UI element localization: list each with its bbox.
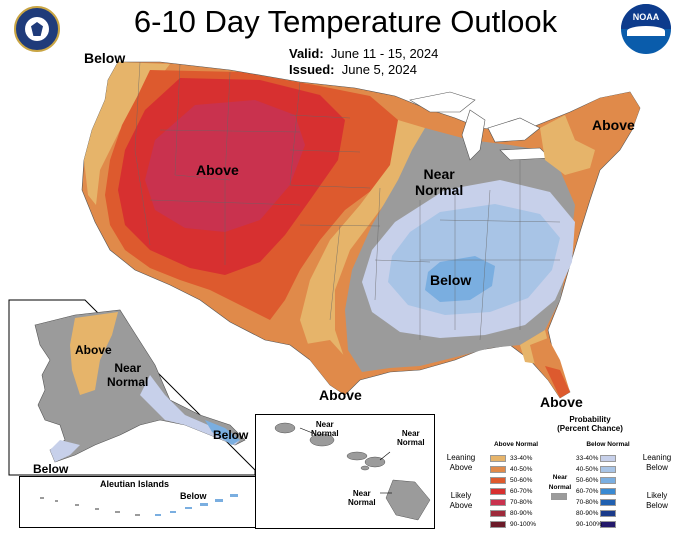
above-ne-40 — [565, 92, 640, 150]
legend-above-range-3: 60-70% — [510, 488, 533, 495]
legend-below-33 — [600, 455, 616, 462]
legend-below-range-1: 40-50% — [576, 466, 599, 473]
legend-above-90 — [490, 521, 506, 528]
label-above-ne: Above — [592, 117, 635, 133]
label-above-west: Above — [196, 162, 239, 178]
legend-above-80 — [490, 510, 506, 517]
label-aleutian-title: Aleutian Islands — [100, 479, 170, 489]
legend-below-range-6: 90-100% — [576, 521, 603, 528]
legend-below-50 — [600, 477, 616, 484]
above-70-core — [145, 100, 305, 232]
legend-above-range-6: 90-100% — [510, 521, 537, 528]
legend-near-normal — [551, 493, 567, 500]
legend-above-range-1: 40-50% — [510, 466, 533, 473]
legend-below-80 — [600, 510, 616, 517]
legend-above-range-4: 70-80% — [510, 499, 533, 506]
alaska-below-se-50 — [205, 420, 240, 445]
legend-above-60 — [490, 488, 506, 495]
legend-below-range-3: 60-70% — [576, 488, 599, 495]
label-alaska-near-normal: Near Normal — [107, 361, 149, 389]
legend-below-header: Below Normal — [586, 441, 630, 448]
label-alaska-above: Above — [75, 343, 112, 357]
valid-dates: Valid: June 11 - 15, 2024 — [289, 46, 439, 61]
legend-above-header: Above Normal — [493, 441, 539, 448]
doc-seal-logo — [14, 6, 60, 52]
label-aleutian-below: Below — [180, 491, 207, 501]
legend-above-range-2: 50-60% — [510, 477, 533, 484]
legend-below-range-0: 33-40% — [576, 455, 599, 462]
legend-leaning-below: Leaning Below — [642, 453, 672, 472]
label-below-se: Below — [430, 272, 472, 288]
label-above-tx: Above — [319, 387, 362, 403]
legend-likely-above: Likely Above — [449, 491, 473, 510]
label-above-fl: Above — [540, 394, 583, 410]
issued-date: Issued: June 5, 2024 — [289, 62, 417, 77]
above-fl-50 — [545, 366, 570, 398]
legend-below-90 — [600, 521, 616, 528]
legend-leaning-above: Leaning Above — [446, 453, 476, 472]
legend-near-header: Near Normal — [548, 474, 572, 491]
state-borders — [134, 61, 561, 341]
below-50 — [425, 256, 495, 302]
legend-below-40 — [600, 466, 616, 473]
label-hawaii-near3: Near Normal — [348, 489, 376, 507]
legend-above-33 — [490, 455, 506, 462]
legend-above-40 — [490, 466, 506, 473]
label-alaska-below-sw: Below — [33, 462, 69, 476]
label-near-normal-lakes: Near Normal — [415, 166, 464, 198]
legend-above-range-0: 33-40% — [510, 455, 533, 462]
legend-below-70 — [600, 499, 616, 506]
above-tx — [300, 340, 348, 395]
legend-below-range-5: 80-90% — [576, 510, 599, 517]
alaska-above — [70, 312, 118, 395]
above-33-west — [84, 62, 170, 205]
label-below-nw: Below — [84, 50, 126, 66]
alaska-below-sw — [50, 440, 80, 462]
label-alaska-below-se: Below — [213, 428, 249, 442]
above-ne-33 — [540, 115, 595, 175]
legend-below-range-4: 70-80% — [576, 499, 599, 506]
legend-likely-below: Likely Below — [646, 491, 668, 510]
legend-above-range-5: 80-90% — [510, 510, 533, 517]
legend-below-range-2: 50-60% — [576, 477, 599, 484]
great-lakes — [409, 91, 551, 161]
label-hawaii-near2: Near Normal — [397, 429, 425, 447]
legend-above-70 — [490, 499, 506, 506]
label-hawaii-near1: Near Normal — [311, 420, 339, 438]
map-title: 6-10 Day Temperature Outlook — [133, 4, 558, 39]
legend-above-50 — [490, 477, 506, 484]
legend-below-60 — [600, 488, 616, 495]
legend-title: Probability (Percent Chance) — [557, 415, 623, 433]
